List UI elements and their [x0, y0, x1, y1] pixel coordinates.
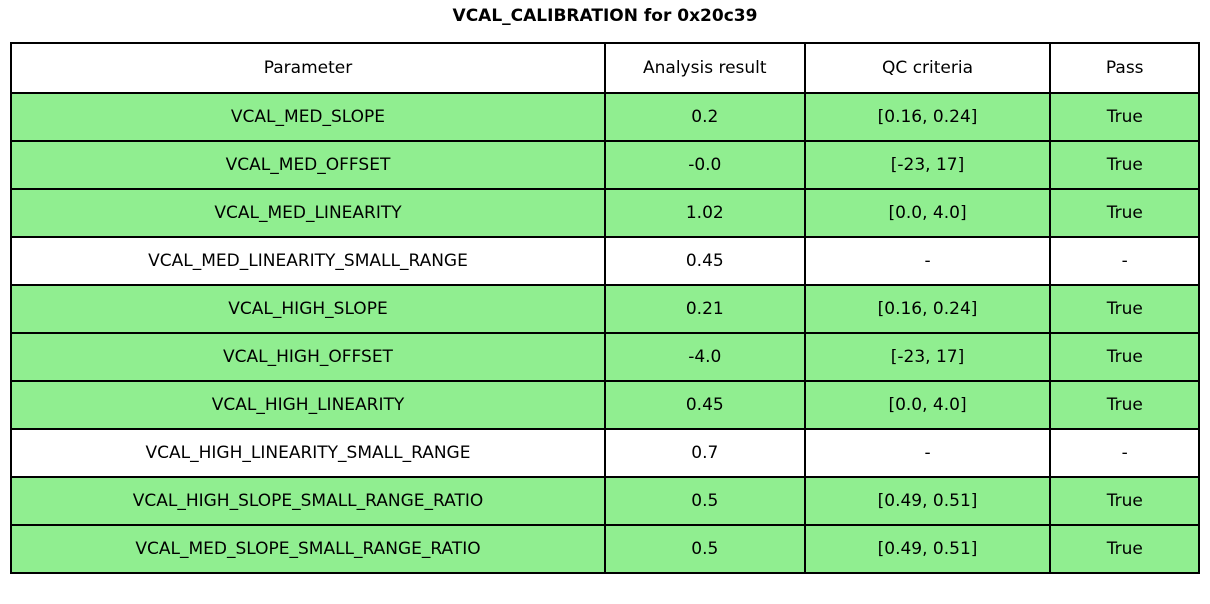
- qc-criteria-cell: [-23, 17]: [803, 140, 1052, 190]
- qc-results-table: Parameter Analysis result QC criteria Pa…: [10, 42, 1200, 574]
- analysis-result-cell: 0.21: [604, 284, 806, 334]
- table-row: VCAL_MED_LINEARITY 1.02 [0.0, 4.0] True: [10, 188, 1200, 238]
- table-body: VCAL_MED_SLOPE 0.2 [0.16, 0.24] True VCAL_ME…: [10, 92, 1200, 574]
- pass-cell: True: [1049, 188, 1200, 238]
- pass-cell: True: [1049, 380, 1200, 430]
- qc-criteria-cell: -: [803, 428, 1052, 478]
- qc-criteria-cell: [-23, 17]: [803, 332, 1052, 382]
- parameter-cell: VCAL_HIGH_SLOPE: [10, 284, 606, 334]
- qc-criteria-cell: [0.49, 0.51]: [803, 476, 1052, 526]
- parameter-cell: VCAL_MED_OFFSET: [10, 140, 606, 190]
- analysis-result-cell: 0.5: [604, 476, 806, 526]
- pass-cell: -: [1049, 428, 1200, 478]
- column-header-parameter: Parameter: [10, 42, 606, 94]
- analysis-result-cell: 0.2: [604, 92, 806, 142]
- parameter-cell: VCAL_HIGH_LINEARITY: [10, 380, 606, 430]
- pass-cell: True: [1049, 284, 1200, 334]
- parameter-cell: VCAL_HIGH_LINEARITY_SMALL_RANGE: [10, 428, 606, 478]
- parameter-cell: VCAL_MED_SLOPE_SMALL_RANGE_RATIO: [10, 524, 606, 574]
- analysis-result-cell: 0.5: [604, 524, 806, 574]
- pass-cell: True: [1049, 476, 1200, 526]
- analysis-result-cell: -4.0: [604, 332, 806, 382]
- analysis-result-cell: 0.45: [604, 380, 806, 430]
- qc-criteria-cell: [0.0, 4.0]: [803, 380, 1052, 430]
- pass-cell: -: [1049, 236, 1200, 286]
- pass-cell: True: [1049, 140, 1200, 190]
- pass-cell: True: [1049, 524, 1200, 574]
- qc-criteria-cell: [0.16, 0.24]: [803, 92, 1052, 142]
- column-header-qc-criteria: QC criteria: [803, 42, 1052, 94]
- column-header-pass: Pass: [1049, 42, 1200, 94]
- qc-criteria-cell: [0.0, 4.0]: [803, 188, 1052, 238]
- table-row: VCAL_MED_LINEARITY_SMALL_RANGE 0.45- -: [10, 236, 1200, 286]
- pass-cell: True: [1049, 92, 1200, 142]
- parameter-cell: VCAL_MED_LINEARITY: [10, 188, 606, 238]
- analysis-result-cell: 1.02: [604, 188, 806, 238]
- table-row: VCAL_HIGH_LINEARITY_SMALL_RANGE 0.7- -: [10, 428, 1200, 478]
- pass-cell: True: [1049, 332, 1200, 382]
- table-row: VCAL_HIGH_SLOPE_SMALL_RANGE_RATIO 0.5 [0.4…: [10, 476, 1200, 526]
- qc-criteria-cell: [0.49, 0.51]: [803, 524, 1052, 574]
- table-row: VCAL_HIGH_SLOPE 0.21 [0.16, 0.24] True: [10, 284, 1200, 334]
- analysis-result-cell: -0.0: [604, 140, 806, 190]
- table-row: VCAL_HIGH_OFFSET -4.0 [-23, 17] True: [10, 332, 1200, 382]
- table-row: VCAL_MED_SLOPE 0.2 [0.16, 0.24] True: [10, 92, 1200, 142]
- page-title: VCAL_CALIBRATION for 0x20c39: [452, 6, 758, 26]
- qc-criteria-cell: [0.16, 0.24]: [803, 284, 1052, 334]
- column-header-analysis-result: Analysis result: [604, 42, 806, 94]
- table-header: Parameter Analysis result QC criteria Pa…: [10, 42, 1200, 94]
- analysis-result-cell: 0.45: [604, 236, 806, 286]
- analysis-result-cell: 0.7: [604, 428, 806, 478]
- parameter-cell: VCAL_MED_SLOPE: [10, 92, 606, 142]
- table-row: VCAL_MED_SLOPE_SMALL_RANGE_RATIO 0.5 [0.49…: [10, 524, 1200, 574]
- table-row: VCAL_HIGH_LINEARITY 0.45 [0.0, 4.0] True: [10, 380, 1200, 430]
- qc-criteria-cell: -: [803, 236, 1052, 286]
- parameter-cell: VCAL_MED_LINEARITY_SMALL_RANGE: [10, 236, 606, 286]
- parameter-cell: VCAL_HIGH_OFFSET: [10, 332, 606, 382]
- header-row: Parameter Analysis result QC criteria Pa…: [10, 42, 1200, 94]
- parameter-cell: VCAL_HIGH_SLOPE_SMALL_RANGE_RATIO: [10, 476, 606, 526]
- table-row: VCAL_MED_OFFSET -0.0 [-23, 17] True: [10, 140, 1200, 190]
